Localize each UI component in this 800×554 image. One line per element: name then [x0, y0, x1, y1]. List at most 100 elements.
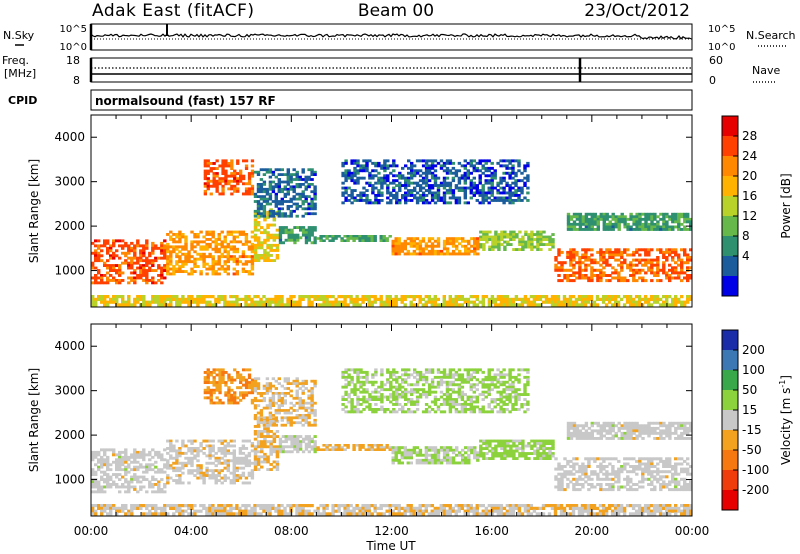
rti-cell	[223, 461, 227, 465]
rti-cell	[527, 442, 531, 445]
rti-cell	[368, 159, 372, 163]
rti-cell	[269, 208, 273, 212]
rti-cell	[218, 179, 222, 183]
rti-cell	[665, 212, 669, 216]
rti-cell	[212, 388, 216, 392]
rti-cell	[286, 170, 290, 174]
rti-cell	[281, 450, 285, 454]
rti-cell	[295, 416, 299, 420]
rti-cell	[239, 398, 243, 402]
rti-cell	[659, 485, 663, 489]
rti-cell	[482, 442, 486, 445]
rti-cell	[379, 300, 383, 304]
rti-cell	[514, 189, 518, 192]
rti-cell	[383, 169, 387, 173]
rti-cell	[445, 181, 450, 185]
rti-cell	[250, 391, 255, 395]
rti-cell	[365, 166, 369, 170]
rti-cell	[184, 245, 188, 249]
rti-cell	[433, 297, 437, 301]
rti-cell	[349, 300, 353, 304]
rti-cell	[497, 235, 501, 239]
rti-cell	[524, 454, 528, 458]
rti-cell	[118, 473, 122, 476]
rti-cell	[671, 303, 675, 307]
rti-cell	[344, 169, 348, 173]
rti-cell	[91, 303, 95, 307]
rti-cell	[316, 303, 320, 307]
rti-cell	[373, 300, 377, 304]
rti-cell	[572, 266, 576, 270]
rti-cell	[163, 254, 167, 258]
rti-cell	[187, 481, 191, 485]
rti-cell	[475, 199, 479, 202]
rti-cell	[469, 189, 473, 192]
rti-cell	[394, 252, 398, 256]
rti-cell	[293, 442, 297, 446]
rti-cell	[295, 384, 299, 388]
rti-cell	[307, 435, 311, 438]
rti-cell	[247, 439, 252, 443]
rti-cell	[518, 447, 522, 450]
rti-cell	[665, 271, 669, 275]
rti-cell	[668, 215, 672, 219]
rti-cell	[229, 459, 233, 463]
rti-cell	[466, 161, 470, 165]
rti-cell	[415, 451, 420, 455]
rti-cell	[365, 201, 369, 205]
rti-cell	[427, 239, 432, 243]
rti-cell	[400, 300, 404, 304]
rti-cell	[575, 253, 579, 257]
rti-cell	[569, 261, 573, 265]
rti-cell	[484, 191, 488, 195]
rti-cell	[556, 295, 561, 299]
rti-cell	[163, 297, 167, 301]
rti-cell	[457, 295, 461, 299]
rti-cell	[263, 437, 267, 441]
rti-cell	[442, 451, 447, 455]
rti-cell	[346, 446, 350, 449]
rti-cell	[412, 446, 417, 450]
rti-cell	[457, 201, 462, 205]
rti-cell	[223, 439, 227, 443]
rti-cell	[505, 181, 509, 185]
rti-cell	[398, 174, 402, 178]
rti-cell	[410, 166, 414, 170]
rti-cell	[578, 488, 582, 492]
rti-cell	[269, 233, 273, 237]
rti-cell	[377, 189, 381, 192]
rti-cell	[211, 447, 215, 450]
rti-cell	[674, 261, 678, 265]
rti-cell	[629, 470, 633, 474]
rti-cell	[401, 166, 405, 170]
rti-cell	[463, 181, 467, 185]
rti-cell	[253, 256, 258, 260]
rti-cell	[325, 295, 329, 299]
rti-cell	[496, 196, 500, 200]
rti-cell	[190, 449, 194, 453]
y-tick-label: 3000	[54, 175, 85, 189]
rti-cell	[217, 479, 221, 482]
rti-cell	[233, 393, 237, 397]
rti-cell	[269, 430, 273, 433]
rti-cell	[296, 238, 300, 242]
rti-cell	[686, 258, 690, 262]
rti-cell	[235, 240, 239, 244]
rti-cell	[379, 235, 383, 238]
rti-cell	[109, 483, 113, 486]
rti-cell	[218, 373, 222, 377]
rti-cell	[683, 228, 687, 231]
rti-cell	[398, 199, 402, 202]
rti-cell	[100, 244, 104, 248]
rti-cell	[665, 470, 669, 474]
rti-cell	[475, 186, 479, 190]
rti-cell	[313, 170, 317, 174]
rti-cell	[217, 300, 221, 304]
rti-cell	[166, 476, 170, 480]
rti-cell	[238, 451, 243, 455]
rti-cell	[451, 252, 456, 256]
rti-cell	[112, 266, 116, 270]
rti-cell	[479, 449, 483, 453]
rti-cell	[296, 435, 300, 438]
rti-cell	[404, 196, 408, 200]
